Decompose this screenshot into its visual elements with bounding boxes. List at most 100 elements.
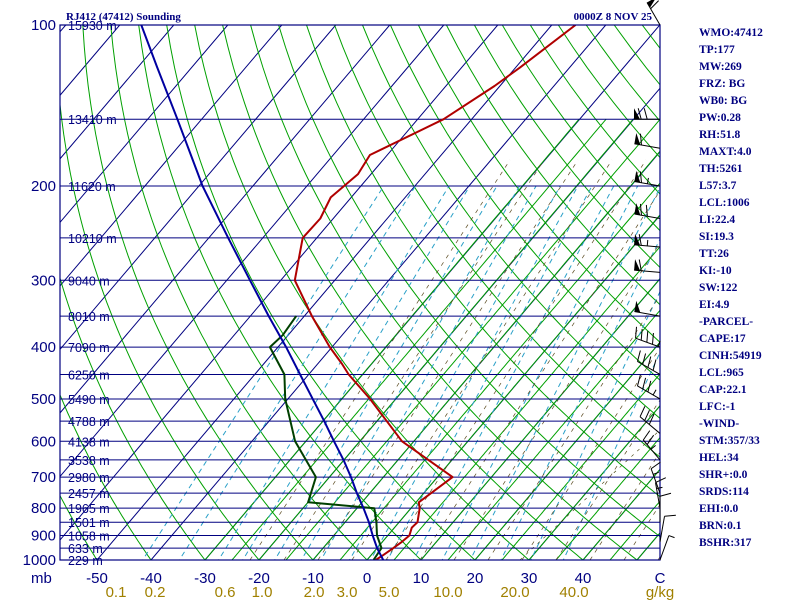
wind-barb-flag bbox=[651, 332, 654, 345]
mixing-ratio-tick-label: 5.0 bbox=[379, 584, 400, 600]
isotherm-line bbox=[60, 25, 499, 541]
pressure-unit-label: mb bbox=[31, 570, 52, 587]
wind-barb-flag bbox=[638, 259, 642, 271]
height-label: 5490 m bbox=[68, 393, 110, 407]
mixing-ratio-line bbox=[348, 185, 561, 560]
mixing-ratio-tick-label: 1.0 bbox=[252, 584, 273, 600]
height-label: 1965 m bbox=[68, 502, 110, 516]
chart-time: 0000Z 8 NOV 25 bbox=[574, 11, 653, 23]
height-label: 15930 m bbox=[68, 19, 117, 33]
wind-barb-staff bbox=[654, 482, 661, 509]
pressure-tick-label: 700 bbox=[31, 469, 56, 486]
wind-barb-flag bbox=[646, 434, 655, 445]
wind-barb bbox=[639, 406, 661, 434]
pressure-tick-label: 100 bbox=[31, 17, 56, 34]
moist-adiabat-line bbox=[258, 118, 634, 560]
isotherm-line bbox=[60, 25, 175, 160]
temperature-tick-label: 10 bbox=[413, 570, 430, 587]
dry-adiabat-lines bbox=[60, 25, 660, 560]
sounding-index-item: LCL:1006 bbox=[699, 197, 750, 209]
wind-barb bbox=[635, 326, 661, 348]
height-label: 6250 m bbox=[68, 368, 110, 382]
sounding-index-item: FRZ: BG bbox=[699, 78, 745, 90]
height-label: 1058 m bbox=[68, 530, 110, 544]
height-label: 13410 m bbox=[68, 113, 117, 127]
wind-barb-staff bbox=[637, 385, 661, 400]
isotherm-line bbox=[0, 25, 12, 560]
wind-barb-flag bbox=[636, 374, 641, 387]
wind-barb-flag bbox=[644, 410, 650, 421]
sounding-index-item: SI:19.3 bbox=[699, 231, 734, 243]
wind-barb-staff bbox=[659, 535, 670, 561]
sounding-index-item: TT:26 bbox=[699, 248, 729, 260]
wind-barb bbox=[634, 203, 661, 220]
dry-adiabat-line bbox=[389, 25, 660, 381]
wind-barb-staff bbox=[634, 269, 661, 273]
parcel-guide-line bbox=[385, 159, 647, 560]
sounding-index-item: HEL:34 bbox=[699, 452, 739, 464]
mixing-ratio-line bbox=[142, 185, 385, 560]
mixing-ratio-tick-label: 10.0 bbox=[433, 584, 462, 600]
isotherm-line bbox=[60, 25, 283, 287]
isotherm-line bbox=[96, 25, 553, 560]
wind-barb-half-flag bbox=[656, 486, 663, 489]
wind-barb bbox=[659, 535, 675, 561]
dry-adiabat-line bbox=[82, 25, 314, 560]
mixing-ratio-line bbox=[469, 186, 660, 560]
sounding-index-item: BSHR:317 bbox=[699, 537, 752, 549]
wind-barb-flag bbox=[652, 359, 657, 371]
wind-barb-flag bbox=[648, 413, 655, 425]
sounding-index-item: WB0: BG bbox=[699, 95, 747, 107]
wind-barb-half-flag bbox=[650, 444, 656, 450]
wind-barb-staff bbox=[639, 416, 661, 434]
wind-barb-flag bbox=[639, 171, 642, 183]
sounding-index-item: SW:122 bbox=[699, 282, 738, 294]
pressure-tick-label: 200 bbox=[31, 178, 56, 195]
sounding-index-item: PW:0.28 bbox=[699, 112, 741, 124]
parcel-guide-line bbox=[283, 159, 545, 560]
dry-adiabat-line bbox=[138, 25, 422, 560]
isotherm-line bbox=[60, 25, 391, 414]
sounding-index-item: STM:357/33 bbox=[699, 435, 760, 447]
wind-barb-pennant bbox=[634, 233, 641, 246]
mixing-ratio-line bbox=[274, 185, 498, 560]
isotherm-line bbox=[474, 341, 660, 560]
wind-barb-flag bbox=[637, 108, 642, 120]
mixing-ratio-line bbox=[530, 290, 660, 560]
dry-adiabat-line bbox=[445, 25, 660, 306]
dry-adiabat-line bbox=[557, 25, 660, 159]
isotherm-line bbox=[60, 25, 445, 478]
sounding-index-item: CAPE:17 bbox=[699, 333, 746, 345]
wind-barb-staff bbox=[642, 439, 661, 461]
wind-barb-flag bbox=[643, 108, 648, 120]
sounding-index-item: CAP:22.1 bbox=[699, 384, 747, 396]
wind-barb-flag bbox=[650, 0, 659, 10]
dry-adiabat-line bbox=[306, 25, 660, 498]
parcel-guide-line bbox=[249, 159, 511, 560]
sounding-index-item: TP:177 bbox=[699, 44, 735, 56]
wind-barb-flag bbox=[640, 328, 643, 341]
wind-barb bbox=[634, 300, 661, 317]
wind-barb-flag bbox=[645, 204, 648, 217]
sounding-index-item: L57:3.7 bbox=[699, 180, 737, 192]
wind-barb-staff bbox=[650, 468, 661, 494]
temperature-tick-label: -30 bbox=[194, 570, 216, 587]
wind-barb-pennant bbox=[634, 132, 641, 145]
wind-barb-flag bbox=[664, 514, 676, 517]
temperature-tick-label: 30 bbox=[521, 570, 538, 587]
wind-barb-pennant bbox=[647, 0, 655, 8]
wind-barb-staff bbox=[635, 337, 661, 348]
wind-barb bbox=[634, 233, 661, 248]
pressure-tick-label: 900 bbox=[31, 528, 56, 545]
height-label: 1501 m bbox=[68, 516, 110, 530]
wind-barb bbox=[659, 514, 676, 542]
sounding-index-item: LFC:-1 bbox=[699, 401, 736, 413]
sounding-index-item: SHR+:0.0 bbox=[699, 469, 748, 481]
mixing-ratio-tick-label: 0.1 bbox=[106, 584, 127, 600]
isotherm-line bbox=[60, 25, 337, 351]
wind-barb-flag bbox=[642, 353, 647, 365]
wind-barb-flag bbox=[639, 406, 646, 417]
sounding-index-item: TH:5261 bbox=[699, 163, 743, 175]
